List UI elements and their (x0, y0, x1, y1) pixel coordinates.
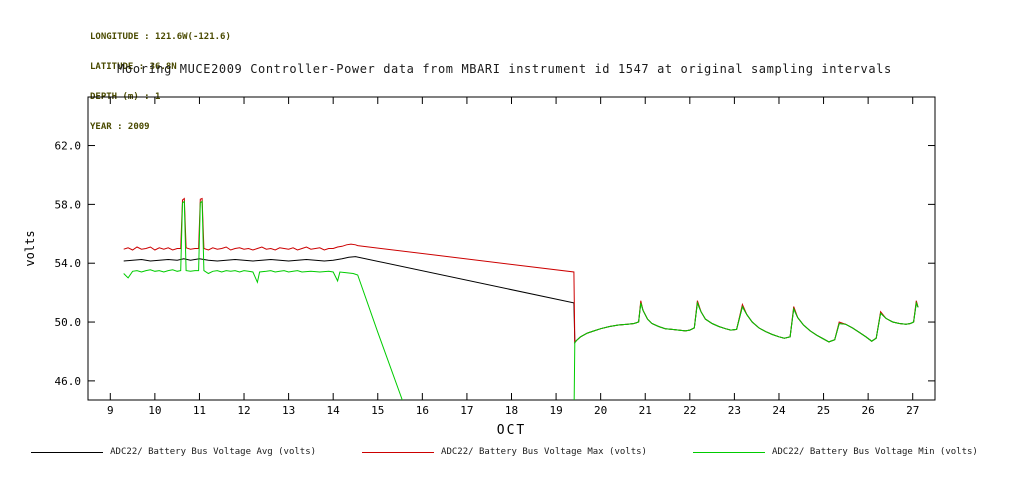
series-line (123, 256, 919, 344)
x-tick-label: 25 (817, 404, 830, 417)
avg-line-swatch (31, 451, 104, 453)
min-line-swatch (692, 451, 765, 453)
x-tick-label: 9 (107, 404, 114, 417)
max-line-swatch (362, 451, 435, 453)
x-tick-label: 26 (862, 404, 875, 417)
legend-label-avg: ADC22/ Battery Bus Voltage Avg (volts) (110, 447, 317, 457)
metadata-latitude: LATITUDE : 36.8N (90, 62, 177, 72)
legend-item-avg: ADC22/ Battery Bus Voltage Avg (volts) (31, 447, 316, 457)
x-tick-label: 16 (416, 404, 429, 417)
legend-item-min: ADC22/ Battery Bus Voltage Min (volts) (692, 447, 978, 457)
x-tick-label: 12 (237, 404, 250, 417)
x-tick-label: 22 (683, 404, 696, 417)
y-tick-label: 50.0 (55, 316, 82, 329)
x-tick-label: 27 (906, 404, 919, 417)
y-tick-label: 62.0 (55, 140, 82, 153)
page-title: Mooring MUCE2009 Controller-Power data f… (117, 62, 892, 76)
x-axis-label: OCT (497, 423, 526, 438)
y-tick-label: 54.0 (55, 257, 82, 270)
x-tick-label: 24 (772, 404, 786, 417)
x-tick-label: 14 (327, 404, 341, 417)
series-line (123, 200, 919, 400)
legend-item-max: ADC22/ Battery Bus Voltage Max (volts) (362, 447, 647, 457)
metadata-longitude: LONGITUDE : 121.6W(-121.6) (90, 32, 231, 42)
x-tick-label: 21 (639, 404, 652, 417)
x-tick-label: 20 (594, 404, 607, 417)
x-tick-label: 10 (148, 404, 161, 417)
y-tick-label: 58.0 (55, 198, 82, 211)
series-line (123, 197, 919, 343)
y-tick-label: 46.0 (55, 375, 82, 388)
x-tick-label: 18 (505, 404, 518, 417)
metadata-year: YEAR : 2009 (90, 122, 150, 132)
chart-legend: ADC22/ Battery Bus Voltage Avg (volts) A… (0, 447, 1009, 457)
legend-label-max: ADC22/ Battery Bus Voltage Max (volts) (441, 447, 647, 457)
x-tick-label: 13 (282, 404, 295, 417)
x-tick-label: 15 (371, 404, 384, 417)
x-tick-label: 23 (728, 404, 741, 417)
x-tick-label: 17 (460, 404, 473, 417)
x-tick-label: 11 (193, 404, 206, 417)
x-tick-label: 19 (549, 404, 562, 417)
y-axis-label: volts (23, 230, 37, 266)
legend-label-min: ADC22/ Battery Bus Voltage Min (volts) (771, 447, 978, 457)
